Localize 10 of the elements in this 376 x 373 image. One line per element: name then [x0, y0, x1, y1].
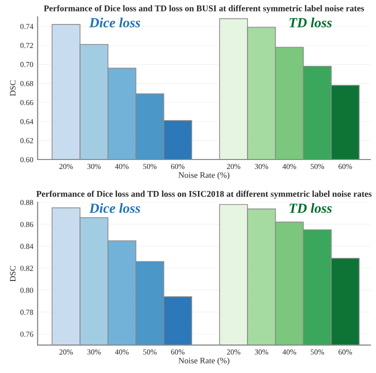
chart-title: Performance of Dice loss and TD loss on ISIC2018 at different symmetric label noise rates — [36, 190, 372, 199]
y-axis-title: DSC — [10, 266, 16, 282]
x-axis-title: Noise Rate (%) — [178, 358, 230, 366]
y-axis-title: DSC — [10, 80, 16, 96]
series-label: TD loss — [290, 18, 332, 28]
series-label: Dice loss — [89, 18, 140, 28]
series-label: Dice loss — [89, 203, 140, 213]
chart-title: Performance of Dice loss and TD loss on BUSI at different symmetric label noise rates — [44, 5, 364, 14]
series-label: TD loss — [290, 203, 332, 213]
x-axis-title: Noise Rate (%) — [178, 172, 230, 180]
